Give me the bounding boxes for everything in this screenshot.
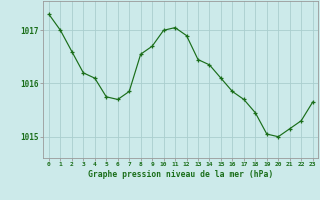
- X-axis label: Graphe pression niveau de la mer (hPa): Graphe pression niveau de la mer (hPa): [88, 170, 273, 179]
